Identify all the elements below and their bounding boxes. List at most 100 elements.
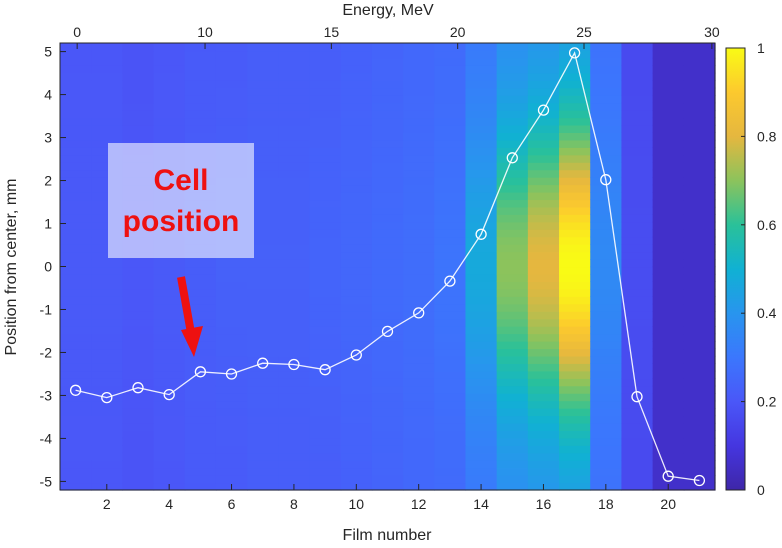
heatmap-cell — [590, 236, 623, 245]
heatmap-cell — [247, 80, 279, 89]
heatmap-cell — [527, 393, 560, 402]
heatmap-cell — [683, 147, 716, 156]
heatmap-cell — [590, 221, 623, 230]
heatmap-cell — [465, 177, 498, 186]
heatmap-cell — [184, 475, 217, 484]
heatmap-cell — [652, 288, 685, 297]
heatmap-cell — [590, 154, 623, 163]
heatmap-cell — [340, 393, 373, 402]
heatmap-cell — [215, 303, 248, 312]
heatmap-cell — [60, 110, 92, 119]
heatmap-cell — [559, 281, 591, 290]
heatmap-cell — [527, 132, 560, 141]
heatmap-cell — [278, 184, 311, 193]
heatmap-cell — [309, 117, 342, 126]
heatmap-cell — [559, 244, 591, 253]
heatmap-cell — [621, 415, 654, 424]
heatmap-cell — [371, 43, 404, 52]
heatmap-cell — [247, 102, 279, 111]
colorbar — [725, 47, 746, 491]
heatmap-cell — [683, 266, 716, 275]
heatmap-cell — [434, 221, 467, 230]
heatmap-cell — [278, 199, 311, 208]
heatmap-cell — [122, 452, 155, 461]
heatmap-cell — [184, 72, 217, 81]
heatmap-cell — [590, 57, 623, 66]
heatmap-cell — [122, 475, 155, 484]
heatmap-cell — [340, 65, 373, 74]
heatmap-cell — [465, 281, 498, 290]
heatmap-cell — [371, 80, 404, 89]
heatmap-cell — [652, 430, 685, 439]
heatmap-cell — [621, 318, 654, 327]
heatmap-cell — [465, 162, 498, 171]
heatmap-cell — [153, 475, 186, 484]
series-point — [101, 391, 113, 404]
heatmap-cell — [465, 154, 498, 163]
heatmap-cell — [309, 333, 342, 342]
heatmap-cell — [184, 117, 217, 126]
heatmap-cell — [91, 266, 123, 275]
heatmap-cell — [652, 296, 685, 305]
heatmap-cell — [91, 348, 123, 357]
heatmap-cell — [153, 132, 186, 141]
heatmap-cell — [215, 311, 248, 320]
heatmap-cell — [527, 57, 560, 66]
heatmap-cell — [215, 65, 248, 74]
heatmap-cell — [403, 87, 435, 96]
heatmap-cell — [247, 326, 279, 335]
heatmap-cell — [465, 192, 498, 201]
heatmap-cell — [683, 221, 716, 230]
heatmap-cell — [652, 452, 685, 461]
heatmap-cell — [559, 437, 591, 446]
heatmap-cell — [496, 259, 529, 268]
heatmap-cell — [309, 385, 342, 394]
heatmap-cell — [215, 370, 248, 379]
y-tick-label: 2 — [44, 173, 52, 189]
heatmap-cell — [278, 72, 311, 81]
heatmap-cell — [527, 244, 560, 253]
heatmap-cell — [247, 445, 279, 454]
heatmap-cell — [340, 460, 373, 469]
heatmap-cell — [215, 50, 248, 59]
heatmap-cell — [215, 259, 248, 268]
heatmap-cell — [278, 363, 311, 372]
annotation-text-line1: Cell — [153, 164, 208, 197]
heatmap-cell — [621, 162, 654, 171]
heatmap-cell — [621, 154, 654, 163]
heatmap-cell — [153, 415, 186, 424]
heatmap-cell — [340, 341, 373, 350]
heatmap-cell — [559, 206, 591, 215]
heatmap-cell — [340, 169, 373, 178]
heatmap-cell — [652, 124, 685, 133]
heatmap-cell — [559, 385, 591, 394]
heatmap-cell — [247, 132, 279, 141]
series-point — [381, 325, 394, 338]
heatmap-cell — [621, 199, 654, 208]
series-point — [69, 384, 82, 396]
heatmap-cell — [278, 408, 311, 417]
heatmap-cell — [434, 475, 467, 484]
heatmap-cell — [683, 430, 716, 439]
heatmap-cell — [621, 132, 654, 141]
heatmap-cell — [247, 341, 279, 350]
heatmap-cell — [60, 95, 92, 104]
heatmap-cell — [122, 370, 155, 379]
heatmap-cell — [371, 124, 404, 133]
heatmap-cell — [559, 259, 591, 268]
x-tick-label: 18 — [598, 496, 614, 512]
heatmap-cell — [559, 154, 591, 163]
heatmap-cell — [621, 229, 654, 238]
heatmap-cell — [371, 221, 404, 230]
heatmap-cell — [371, 475, 404, 484]
heatmap-cell — [60, 303, 92, 312]
heatmap-cell — [184, 460, 217, 469]
heatmap-cell — [527, 445, 560, 454]
heatmap-cell — [122, 355, 155, 364]
heatmap-cell — [91, 341, 123, 350]
heatmap-cell — [60, 147, 92, 156]
heatmap-cell — [153, 437, 186, 446]
heatmap-cell — [340, 400, 373, 409]
heatmap-cell — [683, 341, 716, 350]
heatmap-cell — [496, 95, 529, 104]
